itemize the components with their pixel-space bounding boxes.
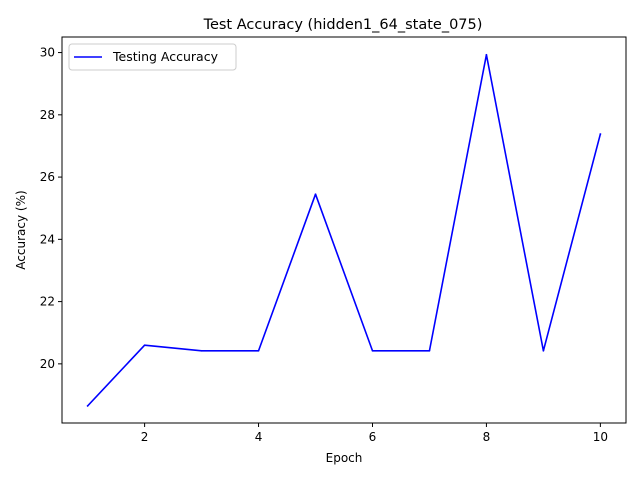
x-ticks: 2 4 6 8 10	[141, 423, 608, 444]
chart-title: Test Accuracy (hidden1_64_state_075)	[203, 17, 483, 33]
legend: Testing Accuracy	[68, 43, 237, 71]
data-point	[257, 349, 260, 352]
legend-label: Testing Accuracy	[112, 49, 219, 64]
plot-area	[62, 37, 626, 423]
data-point	[314, 193, 317, 196]
data-point	[86, 405, 89, 407]
x-tick-label: 8	[483, 430, 491, 444]
data-lines	[86, 53, 602, 408]
data-point	[143, 344, 146, 346]
y-axis-label: Accuracy (%)	[14, 190, 28, 269]
y-tick-label: 24	[40, 232, 55, 246]
x-axis-label: Epoch	[326, 451, 363, 465]
x-tick-label: 6	[369, 430, 377, 444]
data-point	[200, 349, 203, 352]
data-point	[485, 53, 488, 56]
x-tick-label: 2	[141, 430, 149, 444]
y-ticks: 20 22 24 26 28 30	[40, 46, 62, 371]
y-tick-label: 22	[40, 295, 55, 309]
data-point	[428, 349, 431, 352]
x-tick-label: 4	[255, 430, 263, 444]
y-tick-label: 20	[40, 357, 55, 371]
legend-frame	[68, 43, 237, 71]
plot-frame	[61, 36, 627, 424]
data-point	[542, 349, 545, 352]
data-point	[371, 349, 374, 352]
series-line	[86, 53, 602, 408]
y-tick-label: 30	[40, 46, 55, 60]
data-point	[599, 133, 602, 135]
x-tick-label: 10	[593, 430, 608, 444]
y-tick-label: 26	[40, 170, 55, 184]
y-tick-label: 28	[40, 108, 55, 122]
